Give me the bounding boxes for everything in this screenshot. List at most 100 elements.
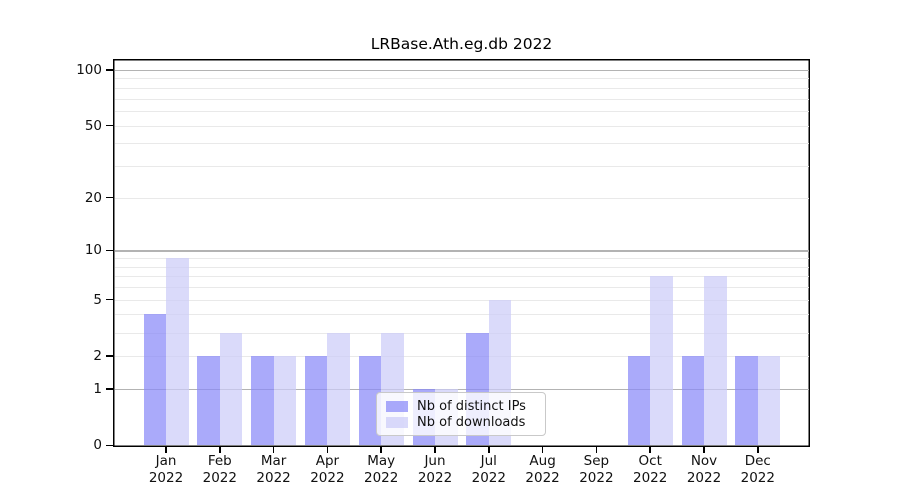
bar-apr-distinct-ips — [304, 356, 328, 446]
legend-swatch-downloads — [386, 416, 408, 428]
x-tick-label-year-jan: 2022 — [148, 469, 184, 486]
x-tick-label-month-mar: Mar — [260, 453, 287, 469]
bar-dec-downloads — [757, 356, 781, 446]
gridline-y-8 — [114, 266, 809, 268]
y-tick-label-1: 1 — [93, 381, 102, 398]
y-tick-20 — [106, 196, 113, 199]
bar-apr-downloads — [327, 332, 350, 446]
gridline-y-80 — [114, 87, 809, 89]
x-tick-label-month-sep: Sep — [583, 453, 610, 469]
x-tick-label-apr: Apr 2022 — [285, 453, 369, 486]
x-tick-jun — [434, 447, 436, 453]
x-tick-label-oct: Oct 2022 — [608, 453, 692, 486]
x-tick-apr — [326, 447, 329, 453]
x-tick-label-mar: Mar 2022 — [232, 453, 316, 486]
x-tick-label-month-feb: Feb — [207, 453, 232, 469]
legend-label-distinct-ips: Nb of distinct IPs — [417, 398, 526, 414]
gridline-y-1 — [114, 389, 809, 391]
bar-mar-downloads — [273, 356, 297, 446]
x-tick-label-month-aug: Aug — [529, 453, 556, 469]
gridline-y-9 — [114, 258, 809, 260]
y-tick-1 — [106, 388, 113, 390]
x-tick-label-year-jun: 2022 — [417, 469, 453, 486]
x-tick-label-month-dec: Dec — [744, 453, 771, 469]
gridline-y-2 — [114, 356, 809, 358]
x-tick-label-jul: Jul 2022 — [447, 453, 531, 486]
gridline-y-30 — [114, 166, 809, 168]
bar-may-distinct-ips — [358, 356, 382, 446]
gridline-y-60 — [114, 111, 809, 112]
x-tick-label-sep: Sep 2022 — [554, 453, 638, 486]
x-tick-label-year-apr: 2022 — [310, 469, 345, 486]
x-tick-label-year-dec: 2022 — [740, 469, 775, 486]
x-tick-label-month-jun: Jun — [424, 453, 446, 469]
x-tick-label-year-aug: 2022 — [525, 469, 560, 486]
y-tick-0 — [106, 444, 113, 447]
y-tick-label-50: 50 — [84, 117, 102, 134]
gridline-y-6 — [114, 287, 809, 289]
gridline-y-100 — [114, 69, 809, 72]
x-tick-label-feb: Feb 2022 — [178, 453, 262, 486]
gridline-y-40 — [114, 143, 809, 145]
bar-dec-distinct-ips — [735, 356, 758, 446]
y-tick-10 — [106, 249, 113, 252]
gridline-y-90 — [114, 78, 809, 80]
x-tick-label-jan: Jan 2022 — [124, 453, 208, 486]
gridline-y-7 — [114, 276, 809, 278]
x-tick-label-year-mar: 2022 — [256, 469, 291, 486]
gridline-y-3 — [114, 332, 809, 334]
chart-title: LRBase.Ath.eg.db 2022 — [370, 35, 553, 53]
x-tick-sep — [595, 447, 598, 453]
legend-item-distinct-ips: Nb of distinct IPs — [386, 398, 536, 414]
bar-feb-downloads — [219, 332, 243, 446]
x-tick-label-year-nov: 2022 — [686, 469, 722, 486]
gridline-y-5 — [114, 299, 809, 301]
x-tick-label-month-apr: Apr — [315, 453, 340, 469]
x-tick-label-month-jan: Jan — [155, 453, 177, 469]
x-tick-jan — [165, 447, 167, 453]
x-tick-label-dec: Dec 2022 — [716, 453, 800, 486]
x-tick-label-nov: Nov 2022 — [662, 453, 746, 486]
y-tick-50 — [106, 124, 113, 127]
bar-oct-distinct-ips — [627, 356, 651, 446]
bar-jan-downloads — [166, 258, 189, 446]
y-tick-label-100: 100 — [76, 61, 102, 78]
y-tick-5 — [106, 298, 113, 301]
legend: Nb of distinct IPs Nb of downloads — [376, 392, 546, 436]
gridline-y-4 — [114, 314, 809, 316]
x-tick-label-year-sep: 2022 — [579, 469, 614, 486]
x-tick-label-may: May 2022 — [339, 453, 423, 486]
bar-jan-distinct-ips — [143, 314, 166, 446]
y-tick-label-10: 10 — [84, 242, 102, 259]
legend-swatch-distinct-ips — [386, 400, 408, 412]
bar-nov-downloads — [704, 276, 727, 446]
y-tick-2 — [106, 355, 113, 357]
x-tick-label-year-oct: 2022 — [633, 469, 668, 486]
x-tick-may — [380, 447, 382, 453]
x-tick-label-month-oct: Oct — [638, 453, 662, 469]
gridline-y-70 — [114, 98, 809, 100]
x-tick-oct — [649, 447, 651, 453]
legend-item-downloads: Nb of downloads — [386, 414, 536, 430]
x-tick-label-month-jul: Jul — [480, 453, 497, 469]
x-tick-label-year-may: 2022 — [364, 469, 399, 486]
x-tick-mar — [272, 447, 275, 453]
gridline-y-20 — [114, 197, 809, 199]
bar-feb-distinct-ips — [197, 356, 220, 446]
legend-label-downloads: Nb of downloads — [417, 414, 526, 430]
x-tick-label-aug: Aug 2022 — [501, 453, 585, 486]
x-tick-label-year-feb: 2022 — [202, 469, 237, 486]
x-tick-label-month-may: May — [367, 453, 396, 469]
x-tick-label-month-nov: Nov — [690, 453, 718, 469]
bar-mar-distinct-ips — [251, 356, 274, 446]
x-tick-dec — [757, 447, 759, 453]
gridline-y-10 — [114, 250, 809, 252]
x-tick-jul — [488, 447, 490, 453]
x-tick-label-jun: Jun 2022 — [393, 453, 477, 486]
x-tick-nov — [703, 447, 705, 453]
plot-area: Nb of distinct IPs Nb of downloads — [113, 59, 810, 447]
bar-nov-distinct-ips — [681, 356, 704, 446]
x-tick-feb — [219, 447, 221, 453]
y-tick-label-2: 2 — [93, 348, 102, 365]
